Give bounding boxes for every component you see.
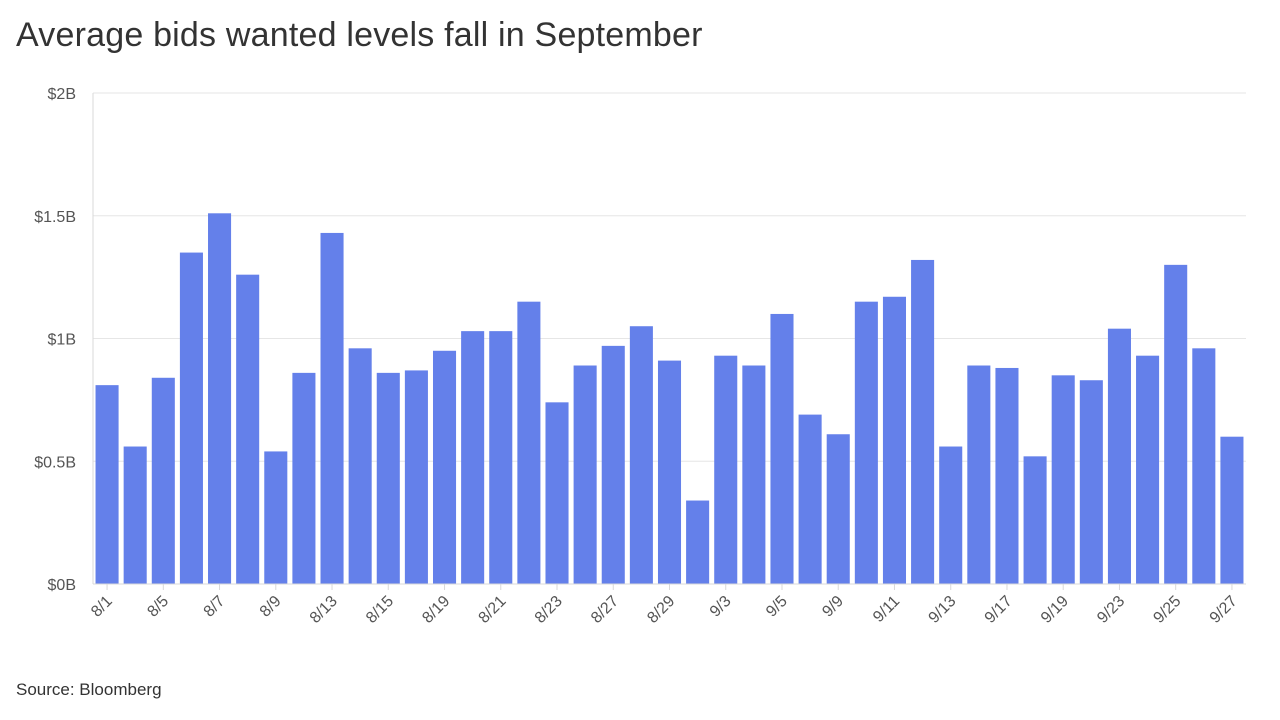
y-axis-ticks: $0B $0.5B $1B $1.5B $2B	[34, 86, 76, 594]
bar-9/9	[826, 434, 850, 584]
x-tick-label: 9/23	[1094, 593, 1128, 627]
bar-8/5	[151, 377, 175, 584]
bar-9/23	[1107, 328, 1131, 584]
chart-title: Average bids wanted levels fall in Septe…	[16, 16, 703, 54]
bars	[95, 213, 1244, 585]
x-tick-label: 9/3	[707, 593, 735, 621]
bar-9/6	[798, 414, 822, 584]
bar-9/16	[967, 365, 991, 584]
bar-8/26	[573, 365, 597, 584]
bar-8/27	[601, 345, 625, 584]
bar-8/29	[657, 360, 682, 584]
bar-9/5	[770, 313, 794, 584]
source-note: Source: Bloomberg	[16, 680, 162, 699]
bar-9/12	[911, 259, 935, 584]
y-tick-label: $0B	[48, 577, 76, 594]
x-tick-label: 8/19	[419, 593, 453, 627]
bar-9/26	[1192, 348, 1216, 584]
x-tick-label: 8/29	[644, 593, 678, 627]
bar-9/11	[882, 296, 907, 584]
x-tick-label: 8/7	[201, 593, 229, 621]
x-tick-label: 9/25	[1150, 593, 1184, 627]
bar-9/13	[939, 446, 963, 584]
y-tick-label: $1.5B	[34, 209, 76, 226]
x-tick-label: 9/19	[1038, 593, 1072, 627]
x-tick-label: 8/1	[88, 593, 116, 621]
bar-9/19	[1051, 375, 1075, 584]
x-tick-label: 9/17	[982, 593, 1016, 627]
bar-8/19	[432, 350, 457, 584]
bar-9/24	[1136, 355, 1160, 584]
y-tick-label: $0.5B	[34, 454, 76, 471]
x-tick-label: 8/15	[363, 593, 397, 627]
bar-9/10	[854, 301, 878, 584]
x-axis-ticks: 8/1 8/5 8/7 8/9 8/13 8/15 8/19 8/21 8/23 8/27 8/29…	[88, 584, 1241, 627]
x-tick-label: 8/23	[532, 593, 566, 627]
x-tick-label: 9/13	[926, 593, 960, 627]
bar-9/17	[995, 367, 1019, 584]
bar-8/1	[95, 385, 119, 584]
bar-8/13	[320, 232, 344, 584]
bar-8/6	[179, 252, 203, 584]
bar-8/15	[376, 372, 400, 584]
y-tick-label: $1B	[48, 332, 76, 349]
bar-8/21	[489, 331, 513, 584]
x-tick-label: 8/9	[257, 593, 285, 621]
bar-9/20	[1079, 380, 1103, 584]
bar-8/2	[123, 446, 147, 584]
bar-8/20	[461, 331, 485, 584]
x-tick-label: 8/5	[144, 593, 172, 621]
bar-8/14	[348, 348, 372, 584]
x-tick-label: 8/27	[588, 593, 622, 627]
bar-9/25	[1164, 264, 1188, 584]
bar-8/23	[545, 402, 569, 584]
bar-9/18	[1023, 456, 1047, 584]
bar-8/7	[208, 213, 232, 585]
bar-8/12	[292, 372, 316, 584]
bar-8/28	[629, 326, 653, 584]
bar-8/22	[517, 301, 541, 584]
bar-8/8	[236, 274, 260, 584]
bar-8/9	[264, 451, 288, 584]
x-tick-label: 9/5	[763, 593, 791, 621]
bar-9/27	[1220, 436, 1244, 584]
y-tick-label: $2B	[48, 86, 76, 103]
bar-9/4	[742, 365, 766, 584]
bar-8/30	[686, 500, 710, 584]
x-tick-label: 8/21	[476, 593, 510, 627]
x-tick-label: 9/27	[1207, 593, 1241, 627]
bar-8/16	[404, 370, 428, 584]
bar-9/3	[714, 355, 738, 584]
x-tick-label: 8/13	[307, 593, 341, 627]
x-tick-label: 9/11	[870, 593, 903, 626]
x-tick-label: 9/9	[819, 593, 847, 621]
